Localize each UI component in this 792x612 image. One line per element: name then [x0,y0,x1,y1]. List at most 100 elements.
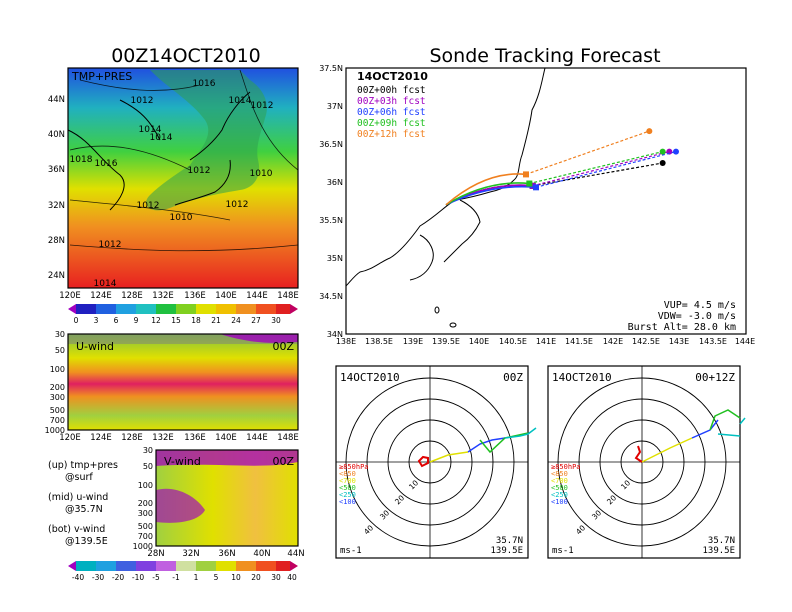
track-drift-line [532,162,663,187]
uwind-label: U-wind [76,340,114,353]
forecast-tracks [445,128,679,206]
track-date: 14OCT2010 [357,70,428,83]
hodo-level-legend: ≥850hPa <850 <700 <500 <250 <100 [339,463,369,506]
note-mid: (mid) u-wind [48,492,108,503]
isobar-label: 1012 [137,201,160,211]
isobar-label: 1016 [95,159,118,169]
track-map: 14OCT2010 00Z+00h fcst 00Z+03h fcst 00Z+… [319,64,755,346]
hodo-segment-100 [467,437,506,453]
panel-notes: (up) tmp+pres @surf (mid) u-wind @35.7N … [48,460,118,547]
hodo-segment-850 [634,445,643,463]
colorbar-tick: 40 [287,573,297,582]
lat-tick-label: 36N [218,549,235,559]
uwind-time: 00Z [272,340,294,353]
lat-tick-label: 35.5N [319,216,343,225]
lon-tick-label: 140E [215,433,237,443]
lon-tick-label: 120E [59,291,81,301]
p-tick: 300 [138,509,153,518]
hodo-segment-700 [429,451,469,463]
lat-tick-label: 34N [327,330,343,339]
hodo-time: 00+12Z [695,371,735,384]
colorbar-tick: 20 [251,573,261,582]
lon-tick-label: 132E [152,291,174,301]
lon-tick-label: 140E [469,337,489,346]
hodo-segment-700 [641,437,693,463]
isobar-label: 1018 [70,155,93,165]
lon-tick-label: 140.5E [499,337,527,346]
legend-item: 00Z+06h fcst [357,107,426,118]
uwind-section: U-wind 00Z 30 50 100 200 300 500 700 100… [45,330,299,443]
colorbar-tick: 30 [271,316,281,325]
p-tick: 1000 [133,542,153,551]
colorbar-tick: 6 [114,316,119,325]
note-up: (up) tmp+pres [48,460,118,471]
lon-tick-label: 141.5E [565,337,593,346]
lat-tick-label: 36N [48,165,65,175]
lat-tick-label: 35N [327,254,343,263]
lon-tick-label: 142E [603,337,623,346]
hodo-level-legend: ≥850hPa <850 <700 <500 <250 <100 [551,463,581,506]
wind-colorbar: -40 -30 -20 -10 -5 -1 1 5 10 20 30 40 [68,561,298,582]
hodo-segment-250 [717,417,746,437]
colorbar-tick: 10 [231,573,241,582]
level-legend-item: <250 [551,491,568,499]
level-legend-item: <500 [339,484,356,492]
lat-tick-label: 28N [147,549,164,559]
level-legend-item: <250 [339,491,356,499]
note-up-sub: @surf [65,472,93,483]
lon-tick-label: 144E [246,291,268,301]
level-legend-item: <100 [339,498,356,506]
lon-tick-label: 141E [536,337,556,346]
lon-tick-label: 128E [121,291,143,301]
lon-tick-label: 142.5E [632,337,660,346]
hodograph-right: 10 20 30 40 ≥850hPa <850 <700 <500 <250 … [547,365,746,559]
legend-item: 00Z+12h fcst [357,129,426,140]
hodo-loc-lat: 35.7N [496,536,523,546]
track-landing-marker [673,148,679,155]
lat-tick-label: 40N [48,130,65,140]
track-title: Sonde Tracking Forecast [429,45,660,67]
surface-map-label: TMP+PRES [71,70,132,83]
hodo-loc-lat: 35.7N [708,536,735,546]
isobar-label: 1012 [226,200,249,210]
p-tick: 700 [138,532,153,541]
lat-tick-label: 37N [327,102,343,111]
hodo-loc-lon: 139.5E [490,546,523,556]
legend-item: 00Z+00h fcst [357,85,426,96]
lat-tick-label: 36.5N [319,140,343,149]
lon-tick-label: 144E [735,337,755,346]
track-burst-marker [529,182,536,189]
lat-tick-label: 37.5N [319,64,343,73]
p-tick: 200 [138,499,153,508]
legend-item: 00Z+09h fcst [357,118,426,129]
lat-tick-label: 44N [48,95,65,105]
isobar-label: 1012 [131,96,154,106]
isobar-label: 1016 [193,79,216,89]
hodo-unit: ms-1 [340,546,362,556]
isobar-label: 1012 [251,101,274,111]
lon-tick-label: 138.5E [365,337,393,346]
vwind-top-region [156,450,298,466]
track-drift-line [532,151,670,187]
level-legend-item: <500 [551,484,568,492]
lon-tick-label: 132E [152,433,174,443]
track-drift-line [535,151,677,188]
p-tick: 50 [143,462,153,471]
hodo-segment-500 [479,432,529,454]
lon-tick-label: 139.5E [432,337,460,346]
lat-tick-label: 32N [182,549,199,559]
burst-readout: Burst Alt= 28.0 km [628,322,736,333]
lon-tick-label: 138E [336,337,356,346]
lat-tick-label: 28N [48,236,65,246]
colorbar-tick: 9 [134,316,139,325]
hodograph-left: 10 20 30 40 ≥850hPa <850 <700 <500 <250 … [335,365,537,559]
legend-item: 00Z+03h fcst [357,96,426,107]
colorbar-tick: -40 [72,573,84,582]
isobar-label: 1010 [170,213,193,223]
level-legend-item: <850 [551,470,568,478]
lon-tick-label: 120E [59,433,81,443]
vwind-label: V-wind [164,455,201,468]
vwind-section: V-wind 00Z 30 50 100 200 300 500 700 100… [133,446,305,559]
vdw-readout: VDW= -3.0 m/s [658,311,736,322]
